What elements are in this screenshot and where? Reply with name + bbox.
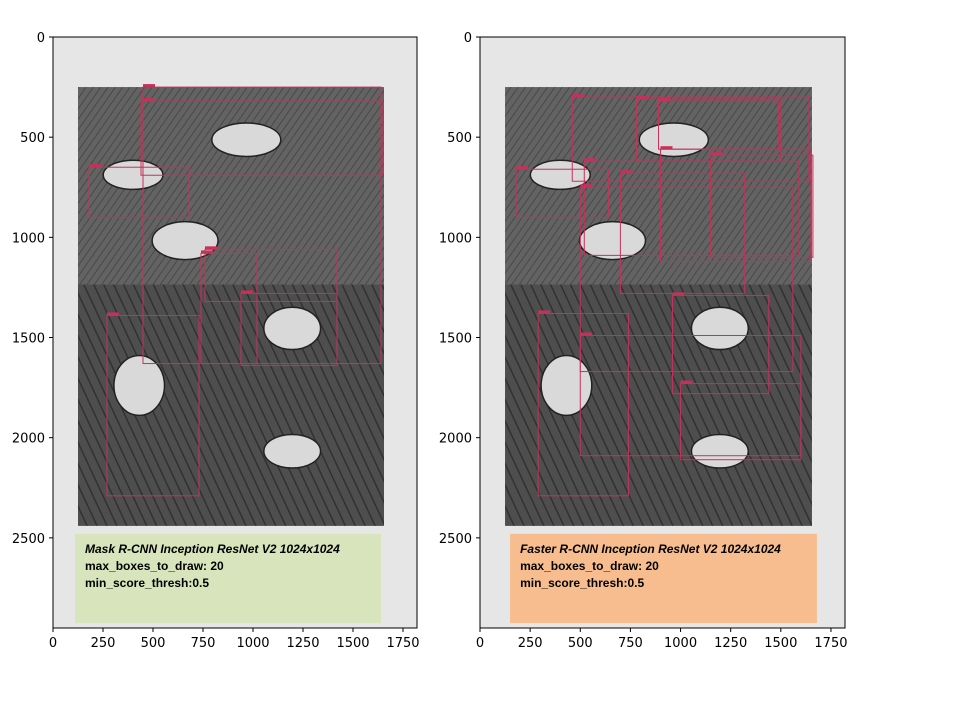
- bird-figure: [113, 354, 166, 417]
- detection-box: [579, 335, 802, 457]
- annotation-min-score: min_score_thresh:0.5: [520, 576, 644, 590]
- bird-figure: [263, 306, 322, 351]
- detection-box-label-tab: [572, 94, 585, 98]
- bird-figure: [529, 159, 591, 191]
- detection-box-label-tab: [143, 84, 155, 88]
- detection-box-label-tab: [658, 98, 671, 102]
- detection-box: [659, 148, 812, 262]
- detection-box: [672, 294, 770, 395]
- axes-frame: [52, 36, 418, 629]
- detection-box: [571, 96, 810, 182]
- annotation-model: Mask R-CNN Inception ResNet V2 1024x1024: [85, 542, 340, 556]
- detection-box-label-tab: [107, 312, 119, 316]
- bird-figure: [540, 354, 593, 417]
- bird-figure: [578, 220, 647, 261]
- detection-box: [88, 166, 190, 218]
- y-tick-label: 2500: [12, 532, 45, 547]
- y-axis: 0 500 1000 1500 2000 2500: [439, 31, 480, 547]
- detection-box: [710, 154, 814, 258]
- detection-box: [200, 252, 258, 365]
- x-tick-label: 1000: [236, 636, 269, 651]
- detection-box-label-tab: [89, 164, 101, 168]
- detection-box-label-tab: [141, 98, 153, 102]
- bird-figure: [211, 122, 282, 158]
- x-tick-label: 1750: [386, 636, 419, 651]
- detection-box-label-tab: [580, 332, 593, 336]
- y-tick-label: 0: [464, 31, 472, 46]
- annotation-box: Faster R-CNN Inception ResNet V2 1024x10…: [510, 533, 817, 623]
- x-tick-label: 0: [476, 636, 484, 651]
- y-tick-label: 500: [20, 131, 45, 146]
- x-tick-label: 500: [568, 636, 593, 651]
- panel-mask-rcnn: Mask R-CNN Inception ResNet V2 1024x1024…: [12, 31, 420, 651]
- x-tick-label: 750: [191, 636, 216, 651]
- detection-boxes: [88, 84, 384, 497]
- axes-frame: [479, 36, 846, 629]
- x-tick-label: 1500: [764, 636, 797, 651]
- engraving-image: [480, 37, 845, 628]
- x-tick-label: 500: [141, 636, 166, 651]
- x-tick-label: 1250: [286, 636, 319, 651]
- x-axis: 0 250 500 750 1000 1250 1500 1750: [476, 628, 848, 651]
- detection-box: [140, 100, 384, 176]
- y-tick-label: 0: [37, 31, 45, 46]
- x-tick-label: 1750: [814, 636, 847, 651]
- detection-box-label-tab: [201, 250, 213, 254]
- detection-box-label-tab: [538, 310, 551, 314]
- detection-box: [515, 168, 609, 218]
- engraving-image: [53, 37, 417, 628]
- y-tick-label: 1500: [439, 332, 472, 347]
- detection-box: [579, 186, 794, 373]
- y-tick-label: 500: [447, 131, 472, 146]
- bird-figure: [151, 220, 219, 261]
- detection-box-label-tab: [580, 184, 593, 188]
- y-tick-label: 1000: [439, 231, 472, 246]
- detection-box: [240, 292, 338, 367]
- bird-figure: [638, 122, 710, 158]
- y-axis: 0 500 1000 1500 2000 2500: [12, 31, 53, 547]
- annotation-background: [75, 533, 381, 623]
- detection-box-label-tab: [636, 96, 649, 100]
- detection-box: [537, 312, 629, 497]
- y-tick-label: 2500: [439, 532, 472, 547]
- y-tick-label: 1500: [12, 332, 45, 347]
- x-tick-label: 1000: [664, 636, 697, 651]
- x-tick-label: 0: [49, 636, 57, 651]
- annotation-background: [510, 533, 817, 623]
- y-tick-label: 2000: [12, 432, 45, 447]
- detection-box-label-tab: [241, 290, 253, 294]
- x-tick-label: 250: [518, 636, 543, 651]
- detection-box: [204, 248, 338, 302]
- x-tick-label: 1500: [336, 636, 369, 651]
- detection-box-label-tab: [584, 158, 597, 162]
- annotation-box: Mask R-CNN Inception ResNet V2 1024x1024…: [75, 533, 381, 623]
- detection-box: [142, 86, 382, 365]
- annotation-max-boxes: max_boxes_to_draw: 20: [85, 559, 224, 573]
- annotation-min-score: min_score_thresh:0.5: [85, 576, 209, 590]
- detection-box-label-tab: [672, 292, 685, 296]
- detection-box: [106, 314, 200, 497]
- detection-box-label-tab: [620, 170, 633, 174]
- detection-box-label-tab: [660, 146, 673, 150]
- x-tick-label: 250: [91, 636, 116, 651]
- detection-box: [583, 160, 800, 256]
- bird-figure: [690, 306, 750, 351]
- detection-box-label-tab: [516, 166, 529, 170]
- detection-box-label-tab: [680, 380, 693, 384]
- panel-faster-rcnn: Faster R-CNN Inception ResNet V2 1024x10…: [439, 31, 848, 651]
- x-tick-label: 1250: [714, 636, 747, 651]
- y-tick-label: 2000: [439, 432, 472, 447]
- detection-box-label-tab: [710, 152, 723, 156]
- detection-boxes: [515, 94, 814, 497]
- annotation-max-boxes: max_boxes_to_draw: 20: [520, 559, 659, 573]
- bird-figure: [690, 433, 750, 469]
- x-axis: 0 250 500 750 1000 1250 1500 1750: [49, 628, 420, 651]
- bird-figure: [263, 433, 322, 469]
- x-tick-label: 750: [618, 636, 643, 651]
- y-tick-label: 1000: [12, 231, 45, 246]
- detection-box-label-tab: [205, 246, 217, 250]
- annotation-model: Faster R-CNN Inception ResNet V2 1024x10…: [520, 542, 781, 556]
